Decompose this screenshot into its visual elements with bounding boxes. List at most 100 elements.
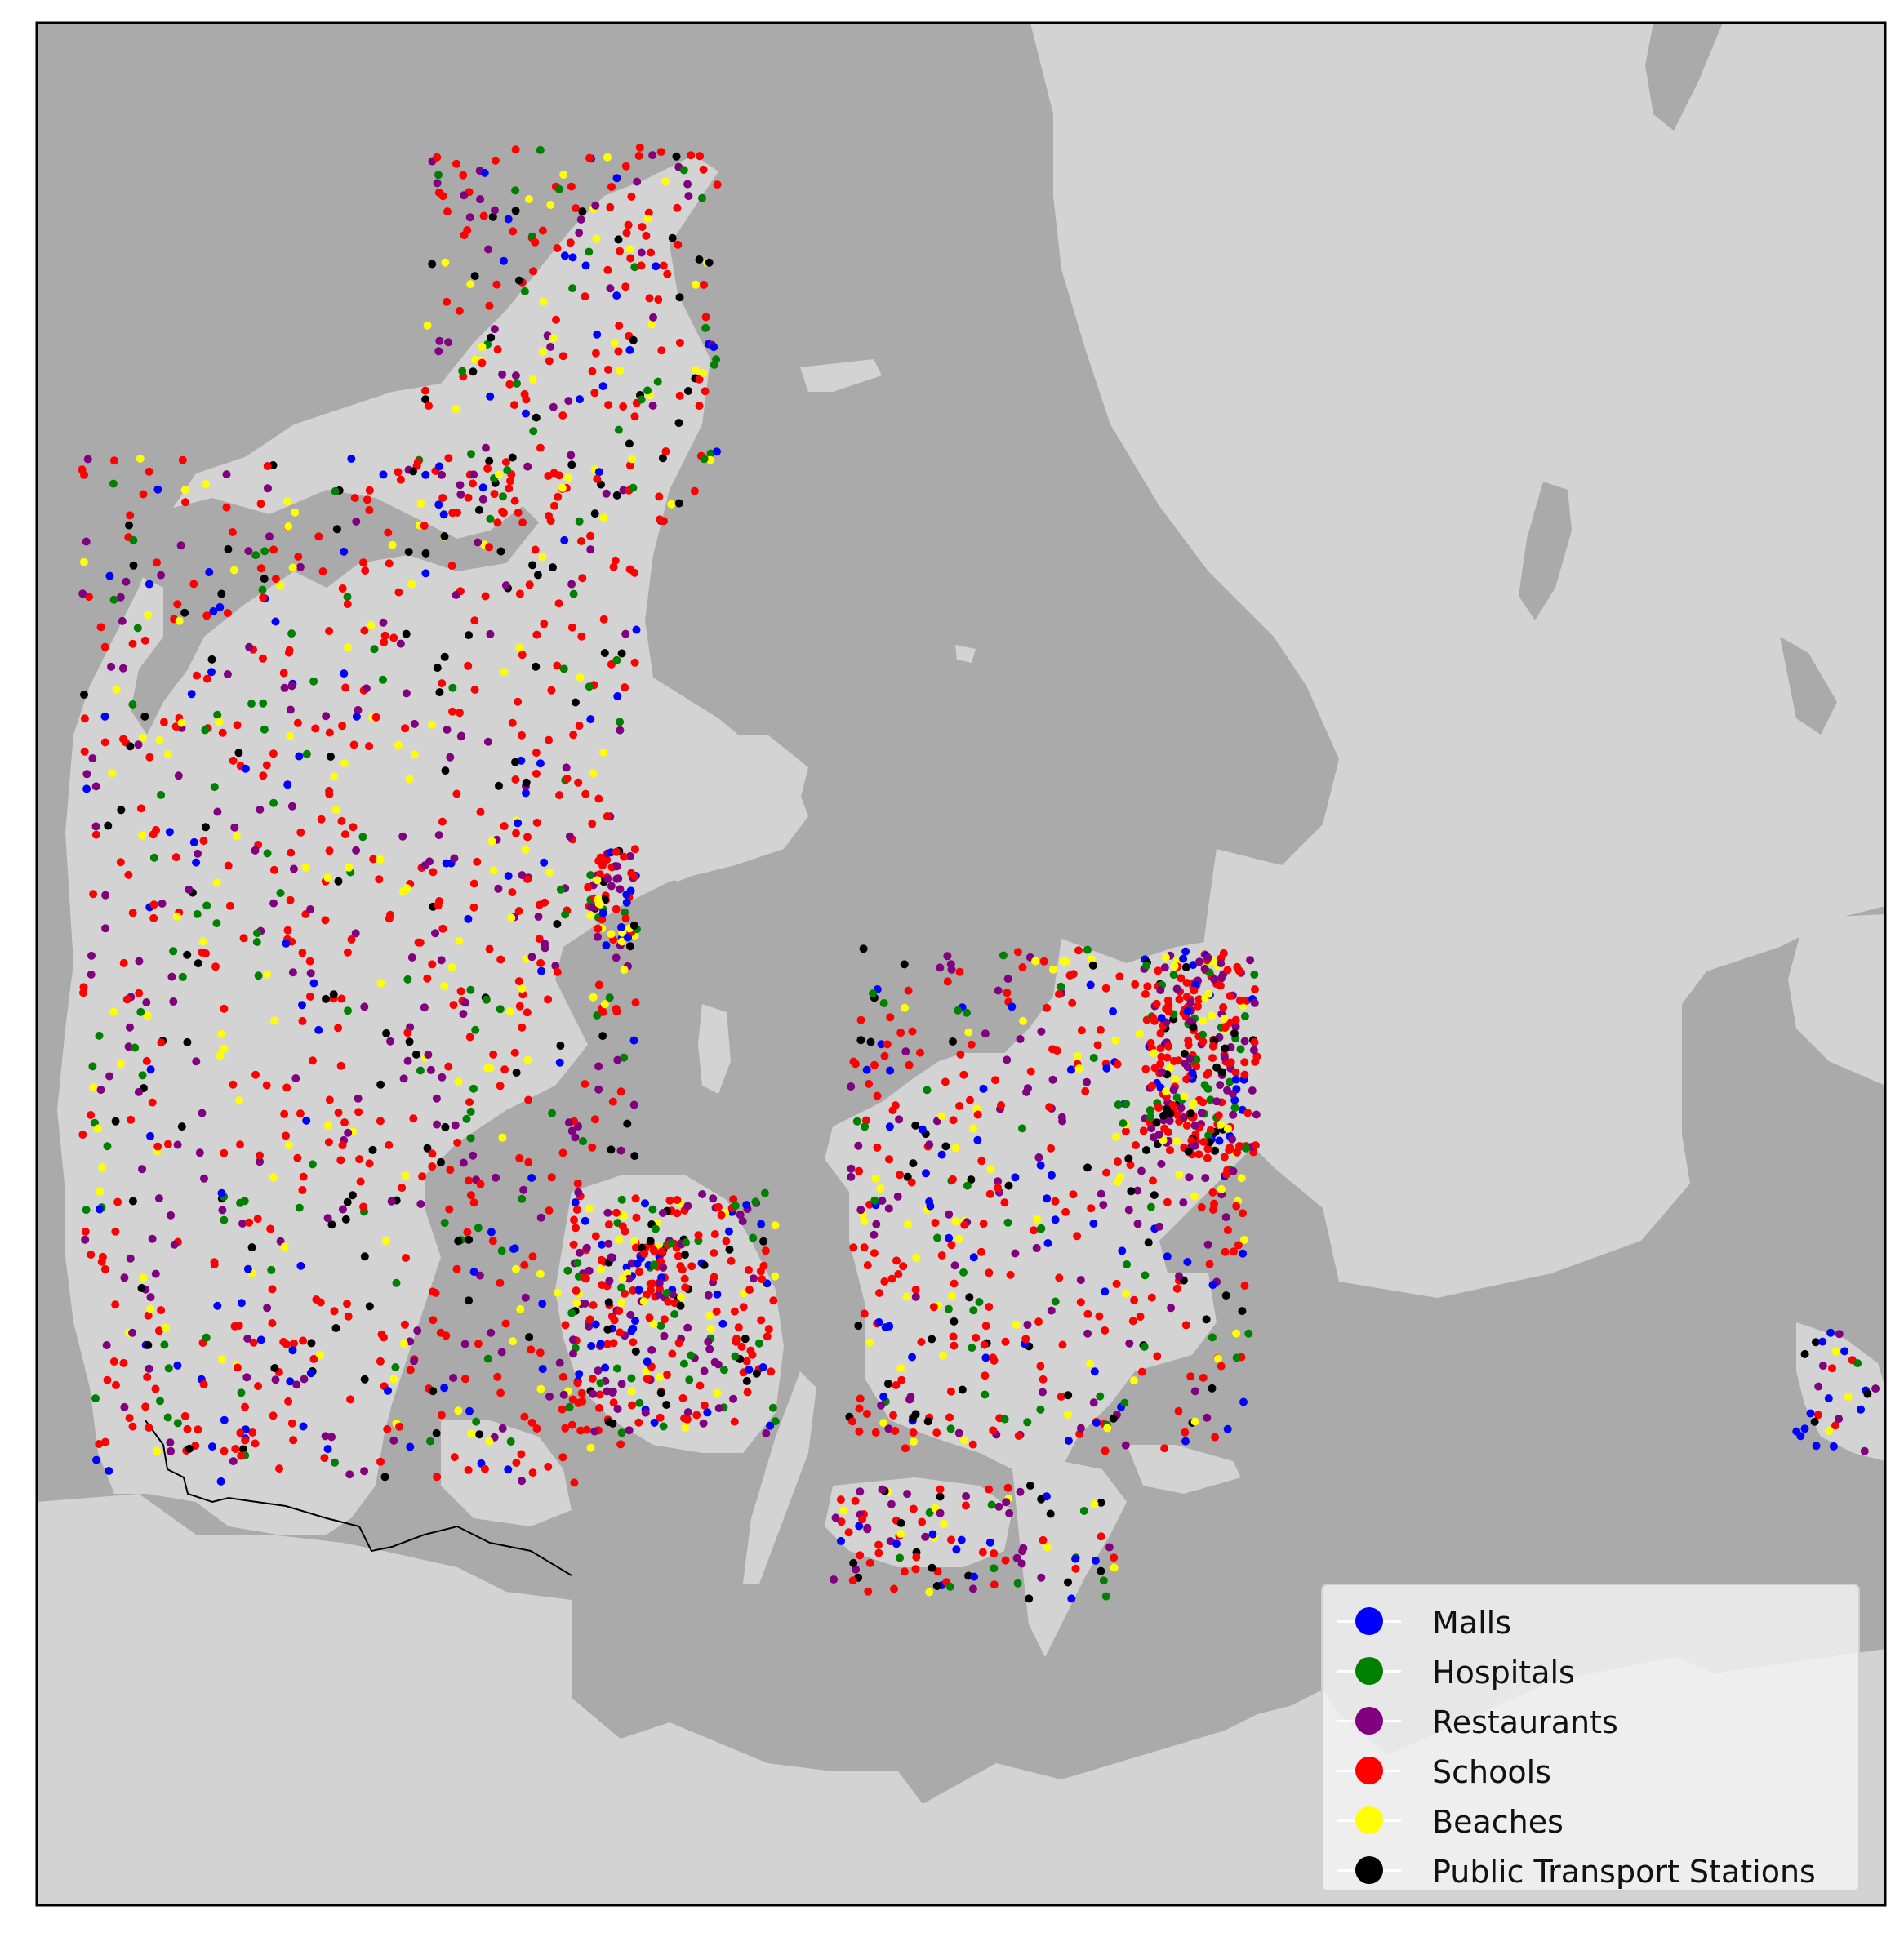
poi-dot bbox=[1146, 1106, 1154, 1114]
poi-dot bbox=[382, 1029, 391, 1037]
poi-dot bbox=[518, 651, 527, 660]
poi-dot bbox=[634, 152, 643, 160]
poi-dot bbox=[591, 1320, 600, 1329]
poi-dot bbox=[488, 1237, 497, 1246]
poi-dot bbox=[578, 574, 587, 583]
poi-dot bbox=[660, 1315, 669, 1324]
poi-dot bbox=[496, 1388, 505, 1397]
poi-dot bbox=[79, 983, 88, 992]
poi-dot bbox=[549, 563, 557, 572]
poi-dot bbox=[536, 958, 545, 967]
poi-dot bbox=[743, 1388, 752, 1397]
poi-dot bbox=[217, 589, 226, 598]
poi-dot bbox=[514, 819, 523, 828]
poi-dot bbox=[496, 547, 505, 556]
poi-dot bbox=[1203, 1085, 1212, 1093]
poi-dot bbox=[596, 1379, 605, 1388]
poi-dot bbox=[143, 1372, 152, 1381]
poi-dot bbox=[1095, 1312, 1104, 1321]
poi-dot bbox=[637, 395, 646, 404]
poi-dot bbox=[482, 443, 490, 452]
poi-dot bbox=[950, 1261, 959, 1270]
poi-dot bbox=[527, 1174, 536, 1182]
poi-dot bbox=[1220, 1014, 1229, 1023]
poi-dot bbox=[585, 247, 594, 256]
poi-dot bbox=[327, 753, 335, 761]
poi-dot bbox=[145, 580, 153, 589]
poi-dot bbox=[279, 669, 288, 678]
poi-dot bbox=[363, 495, 371, 504]
poi-dot bbox=[925, 1140, 934, 1149]
poi-dot bbox=[906, 1393, 915, 1402]
poi-dot bbox=[1164, 1007, 1173, 1016]
poi-dot bbox=[519, 1185, 528, 1194]
poi-dot bbox=[604, 401, 613, 410]
poi-dot bbox=[588, 820, 597, 829]
poi-dot bbox=[119, 1358, 128, 1367]
poi-dot bbox=[145, 753, 154, 762]
poi-dot bbox=[1218, 1068, 1227, 1077]
poi-dot bbox=[92, 1455, 100, 1464]
poi-dot bbox=[435, 688, 444, 697]
poi-dot bbox=[975, 1298, 984, 1306]
poi-dot bbox=[413, 458, 422, 467]
poi-dot bbox=[202, 901, 211, 910]
poi-dot bbox=[589, 1389, 598, 1398]
poi-dot bbox=[136, 804, 145, 813]
poi-dot bbox=[602, 489, 611, 498]
poi-dot bbox=[767, 1367, 776, 1376]
poi-dot bbox=[635, 143, 644, 152]
poi-dot bbox=[434, 171, 443, 180]
poi-dot bbox=[1064, 1578, 1072, 1587]
poi-dot bbox=[1232, 1353, 1241, 1362]
poi-dot bbox=[718, 1319, 727, 1328]
poi-dot bbox=[428, 720, 436, 729]
poi-dot bbox=[1238, 1307, 1247, 1316]
poi-dot bbox=[514, 276, 523, 285]
poi-dot bbox=[617, 937, 626, 946]
poi-dot bbox=[616, 247, 625, 255]
legend: Malls Hospitals Restaurants Schools Beac… bbox=[1321, 1584, 1860, 1892]
poi-dot bbox=[1036, 1362, 1045, 1371]
poi-dot bbox=[166, 1438, 175, 1447]
poi-dot bbox=[312, 1295, 321, 1304]
poi-dot bbox=[658, 1209, 667, 1217]
poi-dot bbox=[452, 789, 461, 798]
poi-dot bbox=[606, 202, 615, 211]
poi-dot bbox=[473, 857, 482, 866]
poi-dot bbox=[1097, 1532, 1105, 1541]
poi-dot bbox=[402, 1254, 410, 1262]
poi-dot bbox=[933, 1233, 941, 1242]
poi-dot bbox=[879, 1393, 888, 1401]
poi-dot bbox=[594, 932, 602, 941]
poi-dot bbox=[301, 863, 310, 872]
poi-dot bbox=[668, 233, 677, 242]
poi-dot bbox=[647, 1345, 656, 1354]
legend-item-public-transport-stations: Public Transport Stations bbox=[1323, 1846, 1858, 1895]
poi-dot bbox=[119, 735, 127, 744]
poi-dot bbox=[265, 532, 274, 541]
poi-dot bbox=[1199, 1138, 1208, 1146]
poi-dot bbox=[674, 1251, 683, 1260]
poi-dot bbox=[554, 184, 563, 193]
poi-dot bbox=[582, 1243, 591, 1252]
poi-dot bbox=[616, 367, 625, 375]
poi-dot bbox=[615, 1235, 624, 1244]
poi-dot bbox=[1157, 1014, 1166, 1023]
poi-dot bbox=[1024, 1084, 1032, 1093]
poi-dot bbox=[256, 500, 265, 509]
poi-dot bbox=[492, 280, 501, 289]
poi-dot bbox=[449, 1374, 458, 1382]
poi-dot bbox=[1175, 995, 1184, 1004]
poi-dot bbox=[589, 993, 598, 1002]
poi-dot bbox=[1154, 1130, 1163, 1139]
poi-dot bbox=[523, 1055, 532, 1064]
poi-dot bbox=[233, 1363, 242, 1372]
poi-dot bbox=[581, 1216, 589, 1225]
poi-dot bbox=[989, 1426, 998, 1435]
poi-dot bbox=[695, 255, 704, 264]
poi-dot bbox=[586, 871, 595, 880]
poi-dot bbox=[1043, 1003, 1051, 1012]
poi-dot bbox=[259, 699, 268, 708]
poi-dot bbox=[1208, 1333, 1217, 1342]
